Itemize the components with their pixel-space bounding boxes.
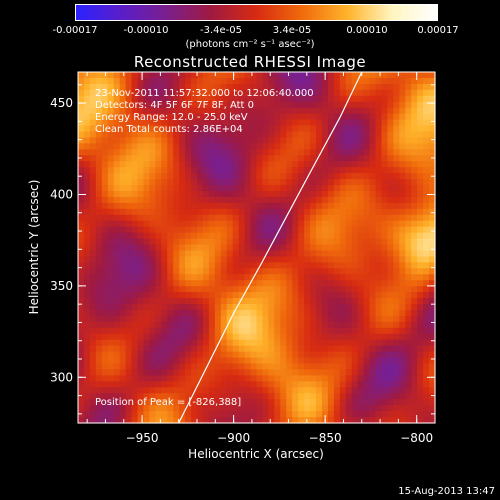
x-tick-label: −900 [217, 431, 250, 445]
y-tick-label: 300 [50, 370, 73, 384]
chart-title: Reconstructed RHESSI Image [133, 53, 367, 71]
colorbar-tick: -3.4e-05 [200, 25, 242, 36]
plot-frame [77, 71, 436, 424]
colorbar-tick: 3.4e-05 [272, 25, 312, 36]
x-tick-label: −950 [126, 431, 159, 445]
heatmap-image [78, 72, 436, 424]
annotation-time-range: 23-Nov-2011 11:57:32.000 to 12:06:40.000 [95, 88, 314, 99]
x-tick-label: −800 [400, 431, 433, 445]
colorbar-tick: -0.00017 [52, 25, 98, 36]
colorbar-tick: 0.00010 [346, 25, 388, 36]
x-tick-label: −850 [309, 431, 342, 445]
annotation-detectors: Detectors: 4F 5F 6F 7F 8F, Att 0 [95, 100, 255, 111]
colorbar-tick: -0.00010 [123, 25, 169, 36]
x-axis-label: Heliocentric X (arcsec) [188, 447, 324, 461]
y-tick-label: 450 [50, 96, 73, 110]
annotation-clean: Clean Total counts: 2.86E+04 [95, 124, 243, 135]
y-tick-label: 400 [50, 187, 73, 201]
annotation-peak: Position of Peak = [-826,388] [95, 397, 242, 408]
solar-limb-line [178, 71, 363, 424]
timestamp: 15-Aug-2013 13:47 [398, 486, 495, 497]
colorbar-tick: 0.00017 [417, 25, 459, 36]
y-axis-label: Heliocentric Y (arcsec) [27, 180, 41, 315]
colorbar-unit: (photons cm⁻² s⁻¹ asec⁻²) [185, 39, 315, 50]
annotation-energy: Energy Range: 12.0 - 25.0 keV [95, 112, 248, 123]
colorbar [75, 4, 438, 21]
y-tick-label: 350 [50, 279, 73, 293]
